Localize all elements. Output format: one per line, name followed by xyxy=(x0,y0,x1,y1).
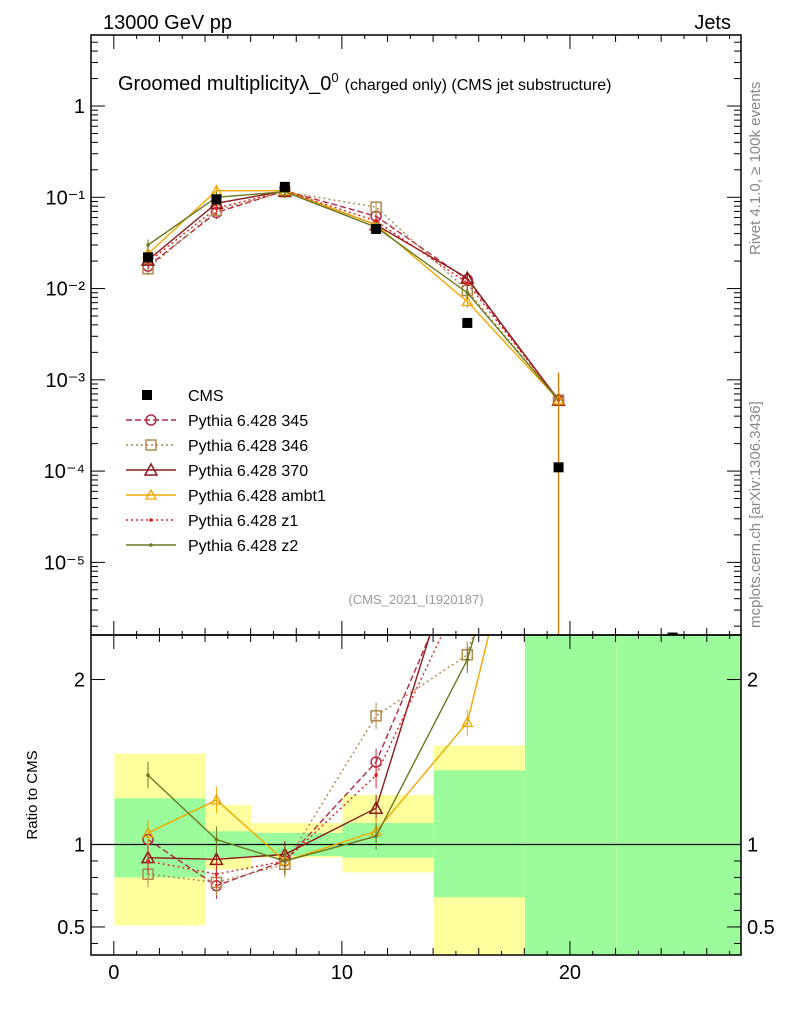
ratio-y-tick-label: 0.5 xyxy=(57,917,85,939)
legend-label: Pythia 6.428 370 xyxy=(188,463,308,480)
ratio-series-marker xyxy=(554,345,564,354)
ratio-series-marker xyxy=(146,773,150,778)
ratio-series-marker xyxy=(214,872,219,876)
legend-marker xyxy=(143,462,159,476)
legend-label: Pythia 6.428 z1 xyxy=(188,513,298,530)
data-point xyxy=(143,252,154,263)
stat-uncertainty-band xyxy=(342,823,434,858)
plot-title: Groomed multiplicityλ_00 (charged only) (… xyxy=(118,70,611,95)
ratio-series-marker xyxy=(146,859,150,863)
main-series-marker xyxy=(146,243,150,247)
main-series-marker xyxy=(374,219,378,223)
legend-marker xyxy=(145,414,157,426)
ratio-uncertainty-bands xyxy=(91,635,741,955)
data-point xyxy=(279,181,290,192)
side-label-mcplots: mcplots.cern.ch [arXiv:1306.3436] xyxy=(747,401,764,628)
main-series-marker xyxy=(370,201,382,213)
main-y-tick-label: 10⁻⁵ xyxy=(44,552,85,574)
main-series-line-0 xyxy=(147,189,560,401)
main-series-marker xyxy=(465,281,470,285)
ratio-series-marker xyxy=(368,800,384,814)
main-series-line-5 xyxy=(147,191,560,401)
ratio-series-marker xyxy=(461,509,473,520)
stat-uncertainty-band xyxy=(616,635,741,955)
ratio-series-line-2 xyxy=(148,635,431,861)
stat-uncertainty-band xyxy=(524,635,617,955)
header-energy-label: 13000 GeV pp xyxy=(103,12,232,34)
legend-marker xyxy=(144,488,158,500)
stat-uncertainty-band xyxy=(114,798,206,878)
legend: CMS Pythia 6.428 345 Pythia 6.428 346 Pythi… xyxy=(126,388,326,555)
legend-marker xyxy=(145,439,157,451)
ratio-series-marker xyxy=(461,716,474,728)
data-point xyxy=(462,317,473,328)
main-y-tick-label: 10⁻⁴ xyxy=(44,461,85,483)
ratio-y-tick-label: 1 xyxy=(74,834,85,856)
ratio-series-line-4 xyxy=(147,635,443,875)
side-label-rivet: Rivet 4.1.0, ≥ 100k events xyxy=(747,82,764,255)
ratio-series-marker xyxy=(214,837,219,842)
ratio-y-tick-label-right: 0.5 xyxy=(747,917,775,939)
data-point xyxy=(553,462,564,473)
ratio-series-marker xyxy=(283,859,287,863)
legend-label: Pythia 6.428 345 xyxy=(188,413,308,430)
main-y-tick-label: 10⁻¹ xyxy=(46,187,86,209)
ratio-y-tick-label: 2 xyxy=(74,670,85,692)
legend-label-data: CMS xyxy=(188,388,224,405)
data-point xyxy=(371,223,382,234)
legend-label: Pythia 6.428 ambt1 xyxy=(188,488,326,505)
data-point xyxy=(667,632,678,635)
ratio-series-marker xyxy=(557,348,561,352)
main-y-tick-label: 10⁻² xyxy=(46,279,86,301)
plot-title-main: Groomed multiplicityλ_0 xyxy=(118,73,331,95)
ratio-series-marker xyxy=(554,345,564,355)
header-process-label: Jets xyxy=(694,12,731,34)
x-tick-label: 10 xyxy=(331,962,353,984)
stat-uncertainty-band xyxy=(433,770,525,898)
main-series-line-3 xyxy=(147,190,560,401)
main-series-line-2 xyxy=(147,190,560,401)
ratio-series-marker xyxy=(210,793,223,805)
main-series-marker xyxy=(461,295,474,307)
analysis-id-label: (CMS_2021_I1920187) xyxy=(348,592,483,607)
ratio-series-marker xyxy=(554,345,564,355)
main-series-group xyxy=(140,181,678,635)
plot-title-tail: (charged only) (CMS jet substructure) xyxy=(345,77,612,94)
ratio-series-marker xyxy=(462,543,472,553)
ratio-y-tick-label-right: 1 xyxy=(747,834,758,856)
ratio-series-line-5 xyxy=(147,635,476,862)
legend-marker xyxy=(149,518,153,522)
ratio-series-marker xyxy=(553,344,565,355)
main-y-tick-label: 1 xyxy=(74,96,85,118)
axes-frame: 1 10⁻¹ 10⁻² 10⁻³ 10⁻⁴ 10⁻⁵ 0 10 20 2 2 1 1 0.5 0.5 xyxy=(44,34,775,984)
ratio-series-line-1 xyxy=(147,635,474,884)
main-series-line-1 xyxy=(147,191,560,401)
x-tick-label: 20 xyxy=(559,962,581,984)
plot-title-sup: 0 xyxy=(331,70,338,85)
main-series-marker xyxy=(465,290,470,295)
ratio-series-marker xyxy=(374,834,378,839)
ratio-series-group xyxy=(140,344,565,899)
ratio-y-tick-label-right: 2 xyxy=(747,670,758,692)
ratio-series-marker xyxy=(374,773,378,778)
x-tick-label: 0 xyxy=(108,962,119,984)
ratio-series-marker xyxy=(465,657,470,662)
ratio-panel-frame xyxy=(90,634,742,956)
ratio-series-line-3 xyxy=(147,635,490,862)
main-series-marker xyxy=(214,206,219,210)
main-series-line-4 xyxy=(147,190,560,401)
ratio-series-line-0 xyxy=(147,635,431,887)
ratio-series-marker xyxy=(466,579,470,583)
legend-label: Pythia 6.428 346 xyxy=(188,438,308,455)
data-point xyxy=(211,194,222,205)
legend-marker-data xyxy=(142,390,152,400)
ratio-series-marker xyxy=(370,710,382,722)
legend-label: Pythia 6.428 z2 xyxy=(188,538,298,555)
legend-marker xyxy=(149,543,153,547)
ratio-series-marker xyxy=(141,826,155,838)
ratio-y-axis-label: Ratio to CMS xyxy=(24,750,41,839)
main-y-tick-label: 10⁻³ xyxy=(46,370,86,392)
ratio-series-marker xyxy=(557,348,561,352)
